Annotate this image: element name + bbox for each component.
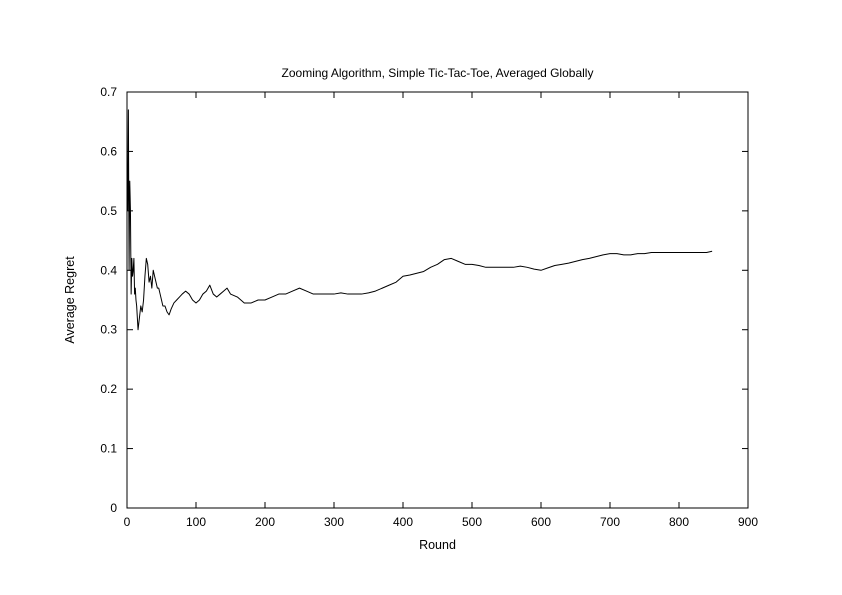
x-axis: 0 100 200 300 400 500 600 700 800 900 [124,92,758,529]
x-axis-label: Round [419,538,456,552]
x-tick-label: 600 [531,515,551,529]
y-axis: 0 0.1 0.2 0.3 0.4 0.5 0.6 0.7 [100,85,748,515]
y-tick-label: 0.4 [100,263,117,277]
plot-area-frame [126,91,749,509]
x-tick-label: 200 [255,515,275,529]
x-tick-label: 400 [393,515,413,529]
chart-title: Zooming Algorithm, Simple Tic-Tac-Toe, A… [282,66,594,80]
y-axis-label: Average Regret [63,256,77,344]
average-regret-line [127,109,713,331]
x-tick-label: 900 [738,515,758,529]
x-tick-label: 0 [124,515,131,529]
y-tick-label: 0.7 [100,85,117,99]
y-tick-label: 0.6 [100,144,117,158]
y-tick-label: 0.3 [100,323,117,337]
y-tick-label: 0.1 [100,442,117,456]
x-tick-label: 800 [669,515,689,529]
x-tick-label: 700 [600,515,620,529]
y-tick-label: 0.5 [100,204,117,218]
x-tick-label: 500 [462,515,482,529]
y-tick-label: 0 [110,501,117,515]
y-tick-label: 0.2 [100,382,117,396]
x-tick-label: 100 [186,515,206,529]
x-tick-label: 300 [324,515,344,529]
